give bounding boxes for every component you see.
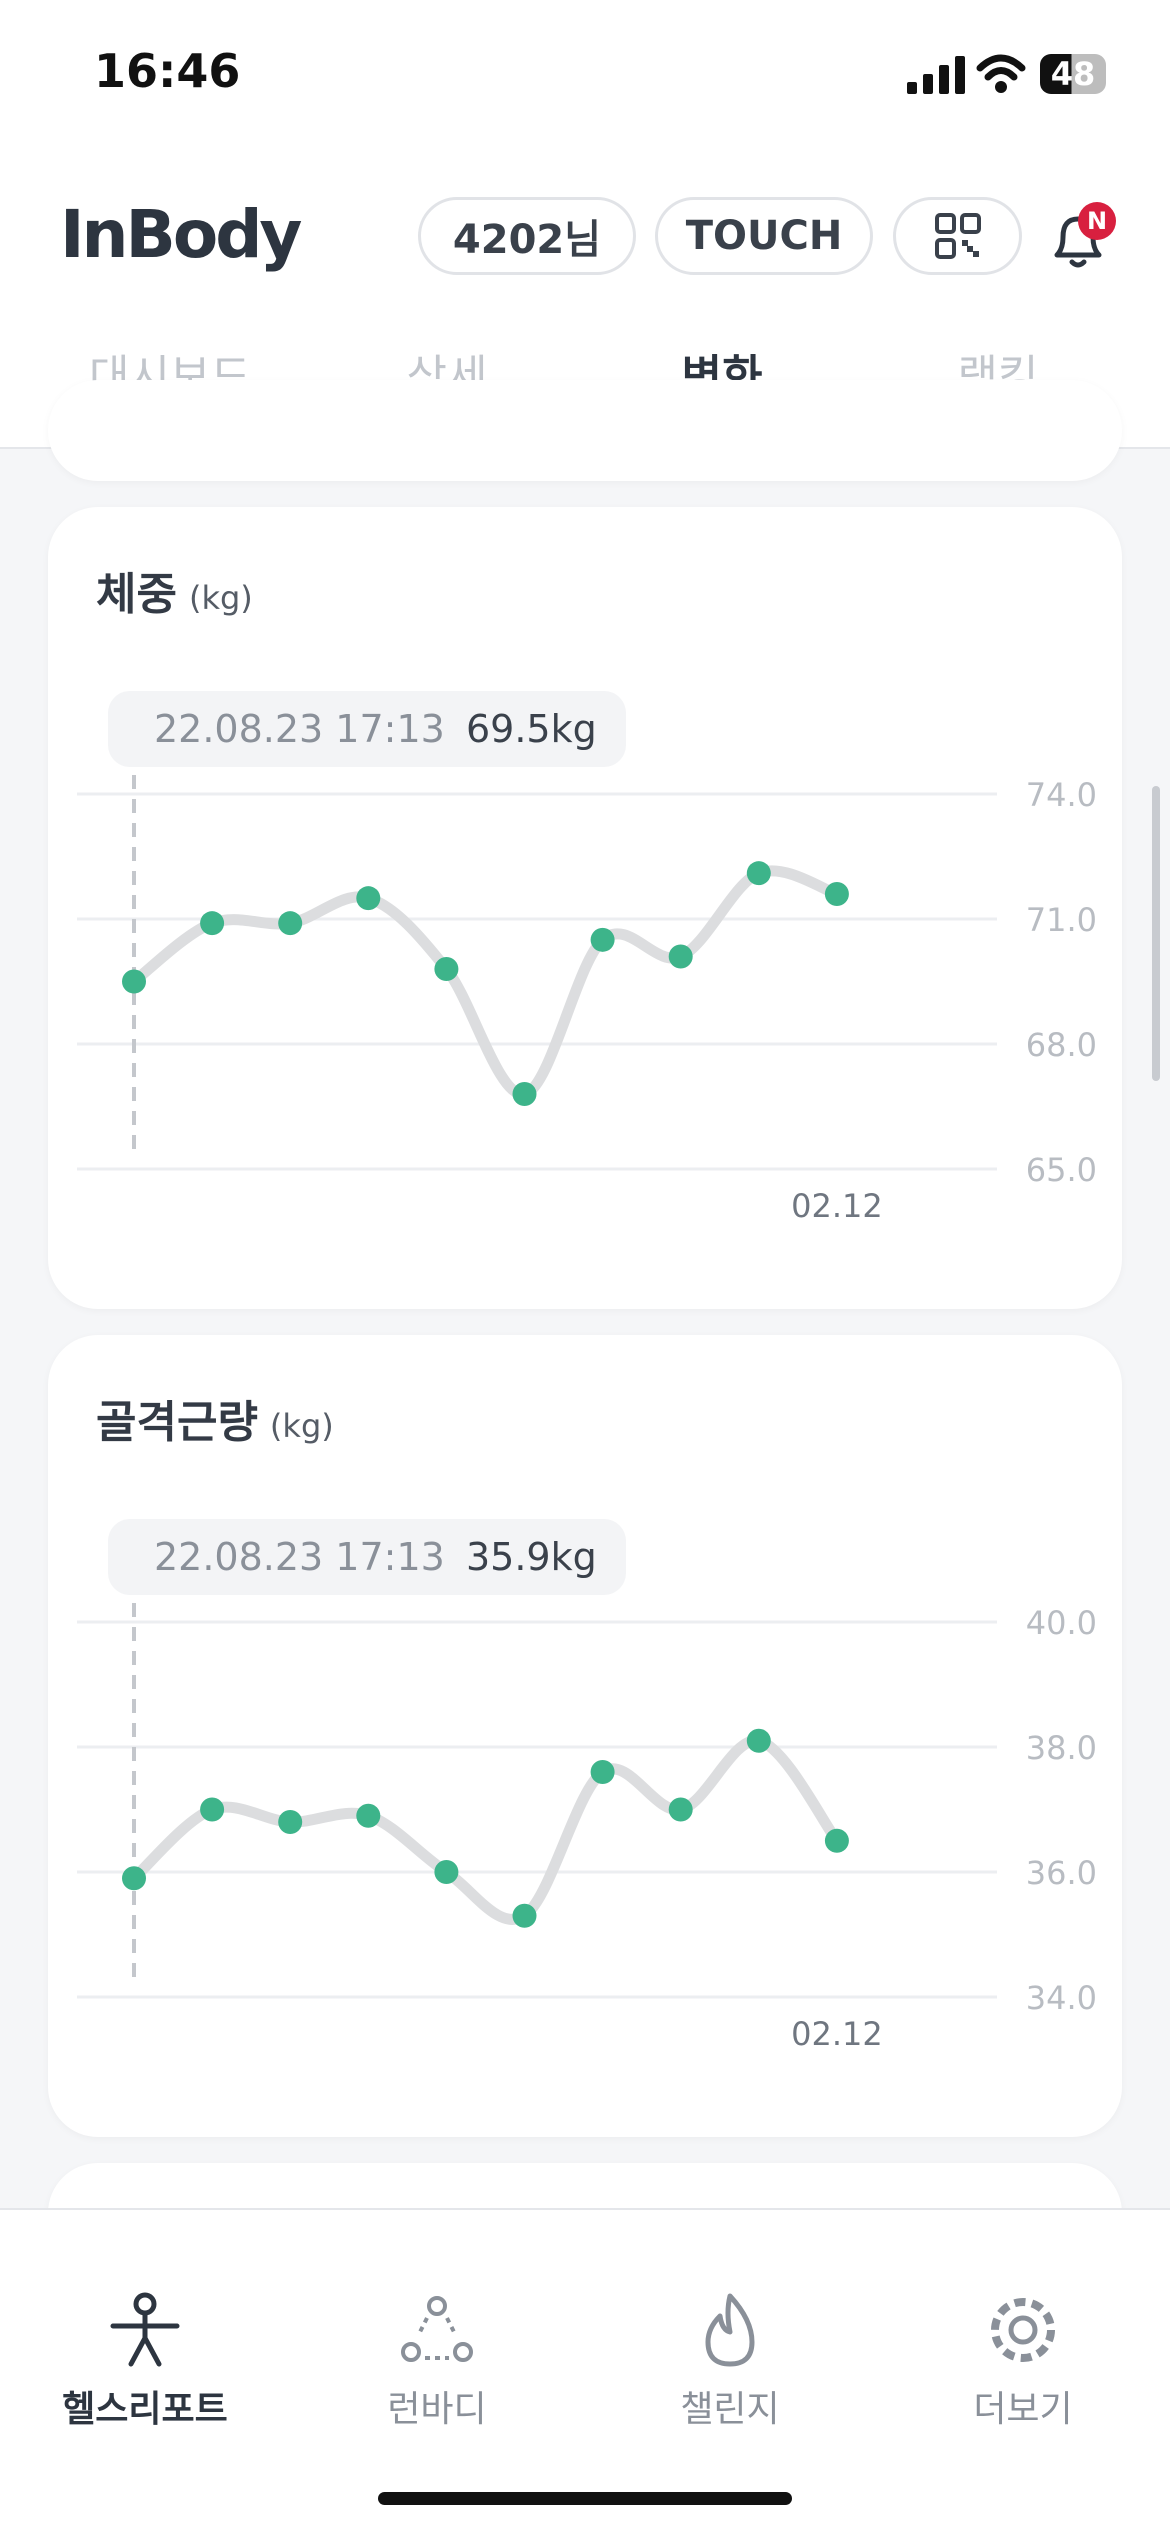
qr-icon (934, 213, 981, 259)
data-point (824, 882, 849, 906)
tooltip-value: 69.5kg (466, 707, 597, 751)
y-tick-label: 65.0 (1026, 1151, 1097, 1189)
nav-label: 더보기 (973, 2389, 1073, 2430)
notification-badge: N (1078, 202, 1116, 240)
signal-icon (907, 56, 965, 94)
logo: InBody (60, 196, 302, 273)
health-icon (110, 2292, 180, 2367)
battery: 48 (1040, 54, 1106, 94)
data-point (824, 1828, 849, 1853)
tooltip-box (108, 691, 626, 767)
home-indicator (378, 2492, 792, 2505)
y-tick-label: 40.0 (1026, 1604, 1097, 1642)
trend-line (128, 1735, 843, 1925)
chart-card: 체중 (kg) 65.0 68.0 71.0 74.0 22.08.23 17:13 69.5… (48, 507, 1122, 1309)
data-point (668, 1797, 693, 1822)
tooltip-date: 22.08.23 17:13 (154, 1535, 445, 1579)
y-tick-label: 36.0 (1026, 1854, 1097, 1892)
data-point (746, 1728, 771, 1753)
nav-label: 챌린지 (680, 2389, 780, 2430)
tooltip-box (108, 1519, 626, 1595)
data-point (434, 1860, 459, 1884)
data-point (278, 1810, 303, 1834)
data-point (512, 1903, 537, 1928)
data-point (590, 927, 615, 952)
data-point (668, 944, 693, 969)
tooltip-value: 35.9kg (466, 1535, 597, 1579)
challenge-icon (705, 2293, 755, 2367)
y-tick-label: 68.0 (1026, 1026, 1097, 1064)
user-button[interactable]: 4202님 (418, 197, 636, 275)
y-tick-label: 74.0 (1026, 776, 1097, 814)
nav-item[interactable]: 더보기 (903, 2290, 1143, 2432)
data-point (434, 957, 459, 981)
nav-item[interactable]: 런바디 (317, 2290, 557, 2432)
qr-button[interactable] (893, 197, 1022, 275)
data-point (278, 911, 303, 936)
chart-title: 골격근량 (kg) (96, 1397, 334, 1448)
x-tick-label: 02.12 (791, 2015, 883, 2053)
bottom-nav: 헬스리포트 런바디 챌린지 더보기 (0, 2208, 1170, 2534)
title-text: 골격근량 (96, 1397, 258, 1448)
y-tick-label: 71.0 (1026, 901, 1097, 939)
title-text: 체중 (96, 569, 177, 620)
runbody-icon (401, 2296, 473, 2362)
scrollbar (1152, 786, 1160, 1081)
status-time: 16:46 (94, 44, 241, 98)
data-point (200, 1797, 225, 1822)
chart-title: 체중 (kg) (96, 569, 253, 620)
data-point (590, 1760, 615, 1784)
x-tick-label: 02.12 (791, 1187, 883, 1225)
nav-item[interactable]: 헬스리포트 (25, 2290, 265, 2432)
card (48, 380, 1122, 481)
data-point (512, 1082, 537, 1106)
top-bar: 16:46 48 InBody 4202님 TOUCH N 대시보드 상세 변화… (0, 0, 1170, 449)
chart: 골격근량 (kg) 34.0 36.0 38.0 40.0 22.08.23 17:13 35… (77, 1397, 1097, 2053)
wifi-icon (976, 54, 1026, 93)
unit-text: (kg) (189, 579, 253, 617)
trend-line (128, 865, 843, 1100)
chart-card: 골격근량 (kg) 34.0 36.0 38.0 40.0 22.08.23 17:13 35… (48, 1335, 1122, 2137)
data-point (356, 1803, 381, 1828)
data-point (356, 886, 381, 911)
y-tick-label: 38.0 (1026, 1729, 1097, 1767)
chart: 체중 (kg) 65.0 68.0 71.0 74.0 22.08.23 17:13 69.5… (77, 569, 1097, 1225)
y-tick-label: 34.0 (1026, 1979, 1097, 2017)
nav-label: 헬스리포트 (62, 2389, 228, 2430)
data-point (122, 969, 146, 994)
touch-button[interactable]: TOUCH (655, 197, 873, 275)
settings-icon (991, 2298, 1055, 2362)
nav-item[interactable]: 챌린지 (610, 2290, 850, 2432)
data-point (746, 861, 771, 886)
data-point (200, 911, 225, 936)
nav-label: 런바디 (387, 2389, 487, 2430)
unit-text: (kg) (270, 1407, 334, 1445)
tooltip-date: 22.08.23 17:13 (154, 707, 445, 751)
data-point (122, 1866, 146, 1891)
